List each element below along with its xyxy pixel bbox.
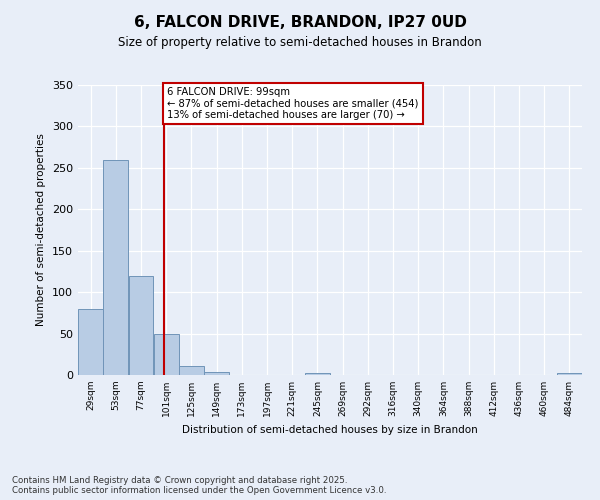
Bar (557, 374, 582, 375)
Text: 6, FALCON DRIVE, BRANDON, IP27 0UD: 6, FALCON DRIVE, BRANDON, IP27 0UD (134, 15, 466, 30)
Y-axis label: Number of semi-detached properties: Number of semi-detached properties (37, 134, 46, 326)
Text: 6 FALCON DRIVE: 99sqm
← 87% of semi-detached houses are smaller (454)
13% of sem: 6 FALCON DRIVE: 99sqm ← 87% of semi-deta… (167, 86, 419, 120)
Bar (78, 308, 103, 375)
Bar (128, 276, 154, 375)
Bar (305, 374, 330, 375)
Text: Size of property relative to semi-detached houses in Brandon: Size of property relative to semi-detach… (118, 36, 482, 49)
X-axis label: Distribution of semi-detached houses by size in Brandon: Distribution of semi-detached houses by … (182, 424, 478, 434)
Bar (179, 366, 204, 375)
Bar (204, 372, 229, 375)
Text: Contains HM Land Registry data © Crown copyright and database right 2025.
Contai: Contains HM Land Registry data © Crown c… (12, 476, 386, 495)
Bar (154, 334, 179, 375)
Bar (103, 160, 128, 375)
